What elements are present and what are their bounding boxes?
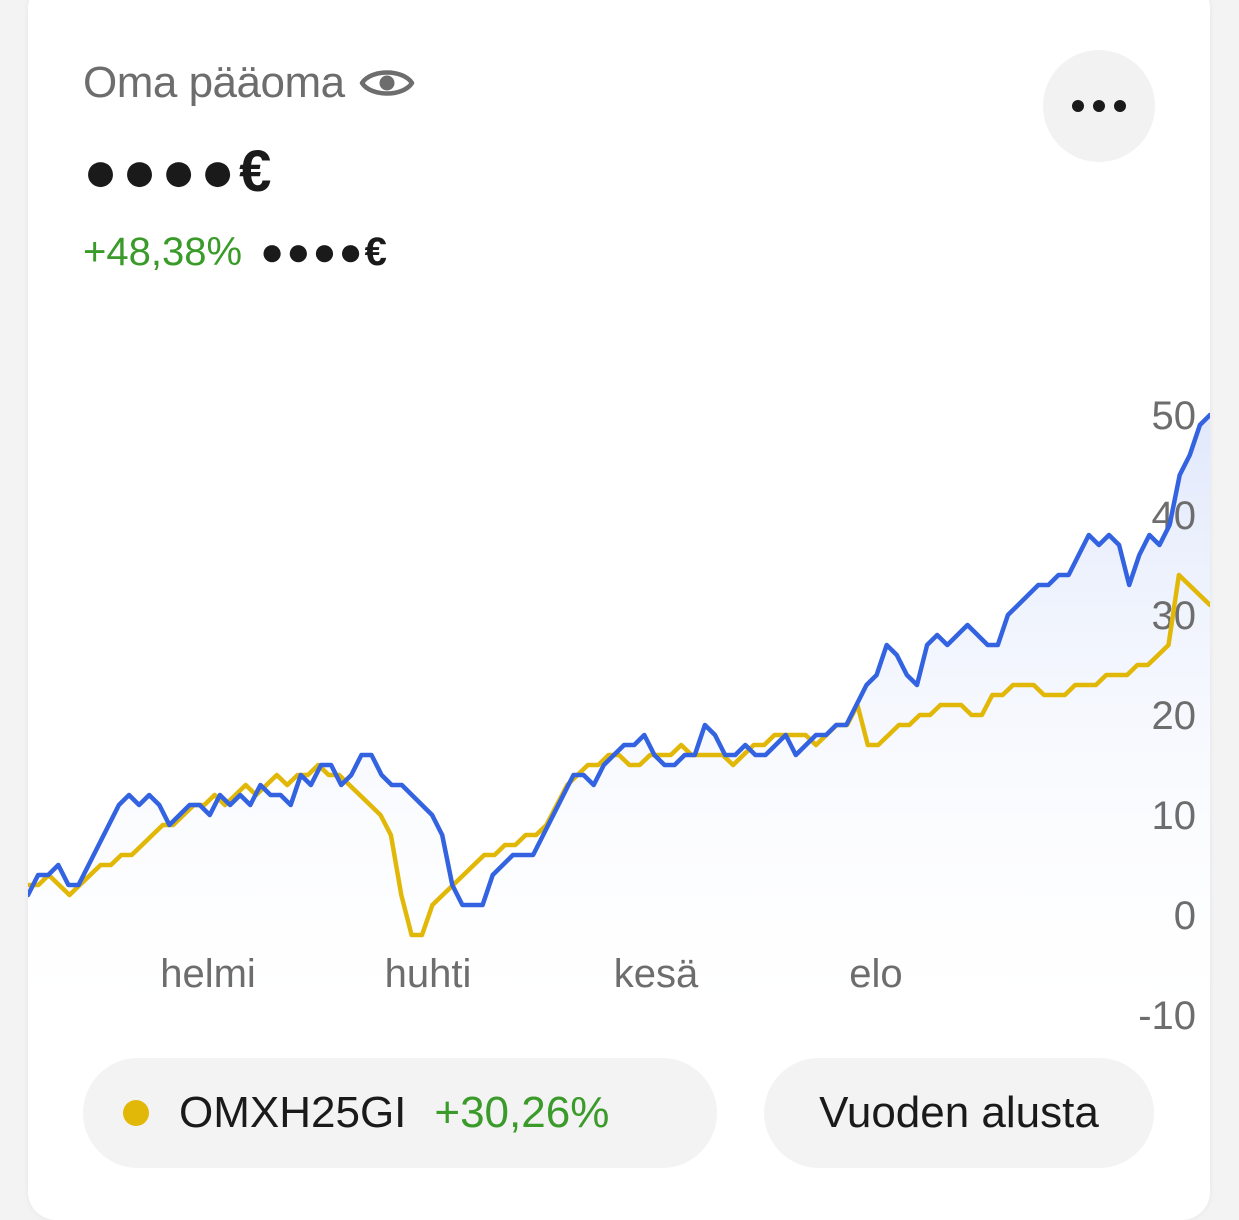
more-options-button[interactable] xyxy=(1043,50,1155,162)
change-row: +48,38% ●●●●€ xyxy=(83,230,389,275)
portfolio-line xyxy=(28,412,1210,908)
benchmark-change: +30,26% xyxy=(434,1088,610,1137)
y-tick-label: 20 xyxy=(1152,694,1197,738)
change-percent: +48,38% xyxy=(83,230,243,274)
benchmark-line xyxy=(28,572,1210,938)
eye-icon[interactable] xyxy=(359,63,415,103)
y-tick-label: 0 xyxy=(1174,894,1196,938)
x-tick-label: elo xyxy=(849,952,902,996)
benchmark-color-dot xyxy=(123,1100,149,1126)
title-row: Oma pääoma xyxy=(83,58,415,108)
x-tick-label: helmi xyxy=(160,952,256,996)
portfolio-area-fill xyxy=(28,415,1210,1000)
y-tick-label: 10 xyxy=(1152,794,1197,838)
equity-card: Oma pääoma ●●●●€ +48,38% ●●●●€ 50 40 30 20 xyxy=(28,0,1210,1220)
benchmark-name: OMXH25GI xyxy=(179,1088,407,1137)
benchmark-index-button[interactable]: OMXH25GI +30,26% xyxy=(83,1058,717,1168)
y-tick-label: 50 xyxy=(1152,394,1197,438)
period-label: Vuoden alusta xyxy=(819,1088,1099,1137)
more-horizontal-icon xyxy=(1072,100,1126,112)
hidden-change-amount: ●●●●€ xyxy=(260,230,389,274)
x-tick-label: kesä xyxy=(614,952,699,996)
x-tick-label: huhti xyxy=(385,952,472,996)
hidden-balance-value: ●●●●€ xyxy=(83,139,276,204)
card-title: Oma pääoma xyxy=(83,58,345,107)
period-selector-button[interactable]: Vuoden alusta xyxy=(764,1058,1154,1168)
y-tick-label: -10 xyxy=(1138,994,1196,1038)
